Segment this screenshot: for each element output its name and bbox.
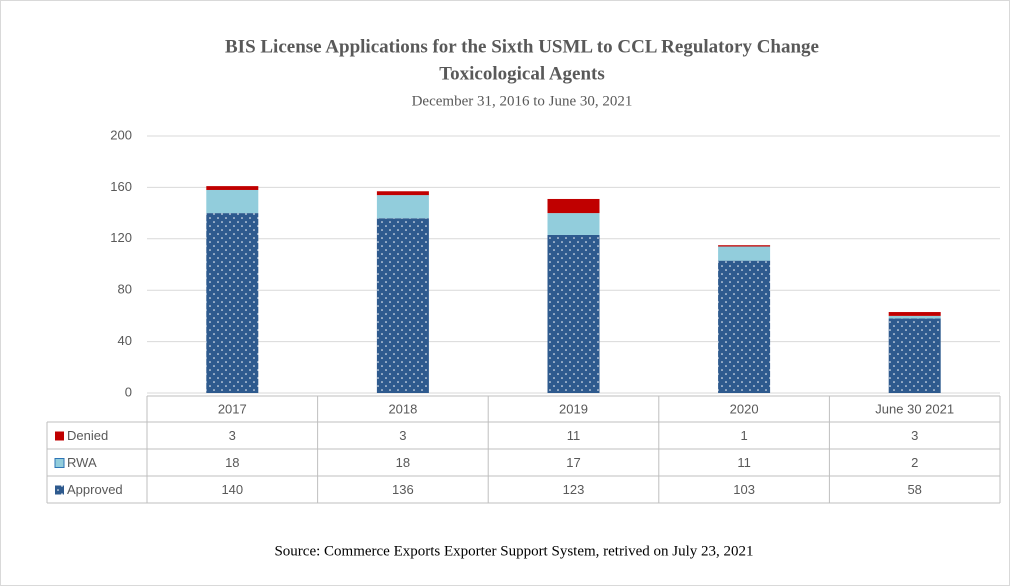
bar-segment [888,318,941,393]
bar-segment [547,198,600,214]
y-tick-label: 200 [110,127,132,142]
table-value: 11 [567,428,581,443]
bar-segment [376,195,429,219]
bar-segment [206,186,259,190]
bar-segment [888,315,941,319]
x-tick-label: 2019 [559,401,588,416]
x-tick-label: 2020 [730,401,759,416]
table-value: 18 [225,455,239,470]
legend-label: RWA [67,455,97,470]
y-tick-label: 80 [118,282,132,297]
table-value: 2 [911,455,918,470]
bar-segment [206,189,259,214]
table-value: 1 [740,428,747,443]
y-tick-label: 160 [110,179,132,194]
y-tick-label: 40 [118,333,132,348]
legend-swatch [55,485,64,495]
x-tick-label: June 30 2021 [875,401,954,416]
bar-segment [376,191,429,196]
legend-label: Denied [67,428,108,443]
table-value: 103 [733,482,755,497]
table-value: 3 [229,428,236,443]
table-value: 3 [399,428,406,443]
chart-title: BIS License Applications for the Sixth U… [225,36,819,57]
table-value: 18 [396,455,410,470]
table-value: 11 [737,455,751,470]
table-value: 17 [566,455,580,470]
chart-title: Toxicological Agents [439,63,605,84]
source-note: Source: Commerce Exports Exporter Suppor… [274,543,753,559]
legend-label: Approved [67,482,123,497]
bar-segment [547,234,600,393]
bar-segment [206,213,259,393]
bar-segment [376,218,429,393]
table-value: 136 [392,482,414,497]
table-value: 58 [907,482,921,497]
bar-segment [718,246,771,261]
bar-segment [547,213,600,235]
legend-swatch [55,431,64,441]
y-tick-label: 120 [110,230,132,245]
y-tick-label: 0 [125,384,132,399]
bar-segment [718,245,771,247]
bar-segment [888,312,941,316]
legend-swatch [54,458,65,468]
bar-segment [718,260,771,393]
table-value: 140 [221,482,243,497]
table-value: 123 [563,482,585,497]
table-value: 3 [911,428,918,443]
x-tick-label: 2017 [218,401,247,416]
chart-subtitle: December 31, 2016 to June 30, 2021 [412,93,633,109]
x-tick-label: 2018 [388,401,417,416]
